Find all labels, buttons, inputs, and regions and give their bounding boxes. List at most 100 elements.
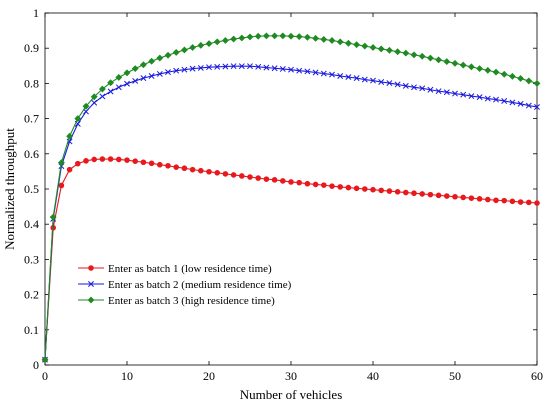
series-1-point: [427, 191, 434, 198]
series-3: [41, 32, 541, 364]
y-tick-label: 0.5: [24, 182, 39, 196]
series-3-point: [66, 132, 74, 140]
series-3-point: [254, 32, 262, 40]
series-2-point: [320, 70, 327, 77]
series-1-point: [189, 166, 196, 173]
series-2-point: [197, 64, 204, 71]
legend-item-3: Enter as batch 3 (high residence time): [78, 295, 275, 307]
series-1-point: [329, 183, 335, 189]
x-tick-label: 20: [203, 369, 215, 383]
series-3-point: [49, 213, 57, 221]
series-1-point: [501, 197, 508, 204]
series-1-point: [362, 186, 368, 192]
series-1-point: [378, 187, 385, 194]
series-1-point: [345, 184, 352, 191]
series-3-point: [148, 57, 156, 65]
y-tick-label: 0.1: [24, 323, 39, 337]
series-3-point: [180, 46, 188, 54]
series-1-point: [476, 196, 483, 202]
series-1-point: [288, 179, 294, 185]
series-3-point: [459, 61, 467, 69]
series-3-point: [279, 32, 287, 40]
series-2-point: [484, 95, 491, 102]
series-1: [42, 156, 540, 363]
series-1-point: [206, 168, 212, 175]
series-3-point: [418, 52, 426, 60]
series-2-point: [124, 80, 130, 87]
y-tick-label: 1: [33, 6, 39, 20]
series-3-point: [484, 66, 492, 74]
series-1-point: [394, 189, 401, 195]
series-1-point: [353, 185, 360, 192]
series-1-point: [534, 200, 540, 206]
series-1-point: [91, 156, 97, 163]
series-3-point: [221, 37, 229, 44]
series-1-point: [312, 181, 319, 188]
series-1-point: [370, 186, 376, 193]
series-1-point: [222, 171, 229, 177]
series-1-point: [165, 162, 171, 169]
legend-label: Enter as batch 2 (medium residence time): [108, 279, 292, 291]
series-3-point: [320, 35, 328, 43]
legend-item-1: Enter as batch 1 (low residence time): [78, 263, 272, 275]
series-3-point: [41, 356, 49, 364]
series-3-point: [197, 41, 205, 49]
series-3-point: [410, 51, 418, 59]
series-2-point: [312, 69, 319, 76]
series-layer: [41, 32, 541, 364]
y-axis-label: Normalized throughput: [2, 128, 17, 250]
series-2-point: [460, 91, 467, 98]
series-3-point: [385, 46, 393, 54]
series-3-point: [377, 45, 385, 53]
series-3-point: [271, 32, 279, 40]
series-3-point: [402, 49, 410, 57]
series-1-point: [230, 172, 237, 178]
series-2-point: [468, 93, 475, 100]
series-3-point: [74, 115, 82, 123]
series-1-point: [58, 182, 65, 189]
series-1-point: [337, 184, 344, 190]
x-tick-label: 40: [367, 369, 379, 383]
series-3-point: [156, 54, 164, 62]
series-2-point: [329, 71, 335, 78]
series-1-point: [198, 167, 204, 174]
legend-label: Enter as batch 3 (high residence time): [108, 295, 275, 307]
series-1-point: [75, 160, 81, 167]
series-1-point: [107, 156, 114, 162]
series-1-point: [452, 193, 458, 200]
series-2-point: [476, 94, 483, 101]
series-2-point: [115, 84, 122, 91]
series-2-point: [230, 63, 237, 70]
series-1-point: [419, 191, 426, 197]
series-3-point: [336, 38, 344, 46]
series-3-point: [90, 93, 98, 101]
series-3-point: [467, 63, 475, 71]
series-3-point: [361, 42, 369, 50]
series-1-point: [526, 199, 532, 206]
series-1-point: [403, 189, 409, 196]
legend-label: Enter as batch 1 (low residence time): [108, 263, 272, 275]
y-tick-label: 0.4: [24, 217, 39, 231]
series-2-point: [222, 63, 229, 70]
series-3-point: [57, 159, 65, 167]
series-3-point: [246, 33, 254, 41]
series-3-point: [476, 65, 484, 73]
y-tick-label: 0.6: [24, 147, 39, 161]
series-3-point: [131, 65, 139, 73]
series-2-point: [148, 73, 155, 79]
series-2-point: [263, 64, 270, 71]
series-3-point: [205, 40, 213, 48]
series-2-point: [337, 73, 344, 79]
series-2-point: [370, 77, 376, 84]
series-2-point: [181, 66, 188, 73]
series-2-point: [353, 75, 360, 82]
series-2-point: [386, 80, 393, 87]
series-2-point: [378, 79, 385, 85]
y-tick-label: 0.8: [24, 76, 39, 90]
series-3-point: [107, 79, 115, 87]
y-tick-label: 0.3: [24, 252, 39, 266]
series-1-point: [271, 177, 278, 183]
series-3-point: [82, 102, 90, 110]
series-2-point: [255, 63, 262, 70]
